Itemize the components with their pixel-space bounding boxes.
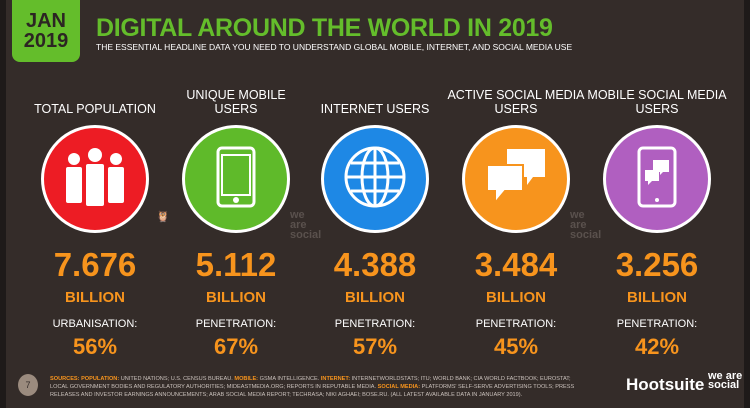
mobile-phone-icon (216, 146, 256, 213)
stat-value: 7.676 (53, 246, 137, 283)
stat-label: MOBILE SOCIAL MEDIA USERS (587, 88, 727, 116)
stat-sub-label: PENETRATION: (195, 318, 277, 330)
stat-label: INTERNET USERS (320, 102, 430, 116)
watermark-text-2: we are social (570, 209, 602, 241)
hootsuite-logo: Hootsuite (626, 375, 705, 394)
mobile-chat-icon (637, 146, 677, 213)
globe-icon (343, 145, 407, 214)
date-year: 2019 (23, 30, 69, 52)
stat-sub-value: 42% (634, 334, 680, 359)
stat-unit: BILLION (486, 289, 546, 306)
stat-sub-label: PENETRATION: (334, 318, 416, 330)
chat-bubbles-icon (483, 147, 549, 212)
people-icon (60, 147, 130, 212)
stat-circle (462, 125, 570, 233)
stat-column: ACTIVE SOCIAL MEDIA USERS 3.484 BILLION … (446, 80, 586, 360)
stat-unit: BILLION (345, 289, 405, 306)
date-badge: JAN 2019 (12, 0, 80, 62)
stat-sub-label: PENETRATION: (475, 318, 557, 330)
stat-column: MOBILE SOCIAL MEDIA USERS 3.256 BILLION … (587, 80, 727, 360)
stat-sub-label: URBANISATION: (52, 318, 138, 330)
stat-label: TOTAL POPULATION (34, 102, 156, 116)
stat-value: 3.256 (615, 246, 699, 283)
stat-sub-label: PENETRATION: (616, 318, 698, 330)
stat-unit: BILLION (627, 289, 687, 306)
stat-unit: BILLION (65, 289, 125, 306)
stat-label: UNIQUE MOBILE USERS (186, 88, 286, 116)
stat-label: ACTIVE SOCIAL MEDIA USERS (447, 88, 585, 116)
stat-sub-value: 56% (72, 334, 118, 359)
stat-sub-value: 67% (213, 334, 259, 359)
stat-column: INTERNET USERS 4.388 BILLION PENETRATION… (305, 80, 445, 360)
page-title: DIGITAL AROUND THE WORLD IN 2019 (96, 14, 553, 42)
stat-circle (41, 125, 149, 233)
stat-unit: BILLION (206, 289, 266, 306)
stat-value: 5.112 (195, 246, 277, 283)
page-subtitle: THE ESSENTIAL HEADLINE DATA YOU NEED TO … (96, 42, 573, 52)
stat-sub-value: 57% (352, 334, 398, 359)
stat-value: 3.484 (474, 246, 558, 283)
stat-value: 4.388 (333, 246, 417, 283)
stat-circle (182, 125, 290, 233)
sources-text: SOURCES: POPULATION: UNITED NATIONS; U.S… (50, 376, 575, 398)
stat-column: UNIQUE MOBILE USERS 5.112 BILLION PENETR… (166, 80, 306, 360)
page-number: 7 (18, 374, 38, 396)
watermark-owl-icon: 🦉 (156, 211, 170, 223)
we-are-social-logo: we are social (708, 370, 743, 391)
stat-circle (321, 125, 429, 233)
slide: JAN 2019 DIGITAL AROUND THE WORLD IN 2019… (6, 0, 744, 408)
stat-sub-value: 45% (493, 334, 539, 359)
watermark-text: we are social (290, 209, 322, 241)
stat-column: TOTAL POPULATION 7.676 BILLION URBANISAT… (25, 80, 165, 360)
date-month: JAN (25, 10, 66, 32)
stat-circle (603, 125, 711, 233)
